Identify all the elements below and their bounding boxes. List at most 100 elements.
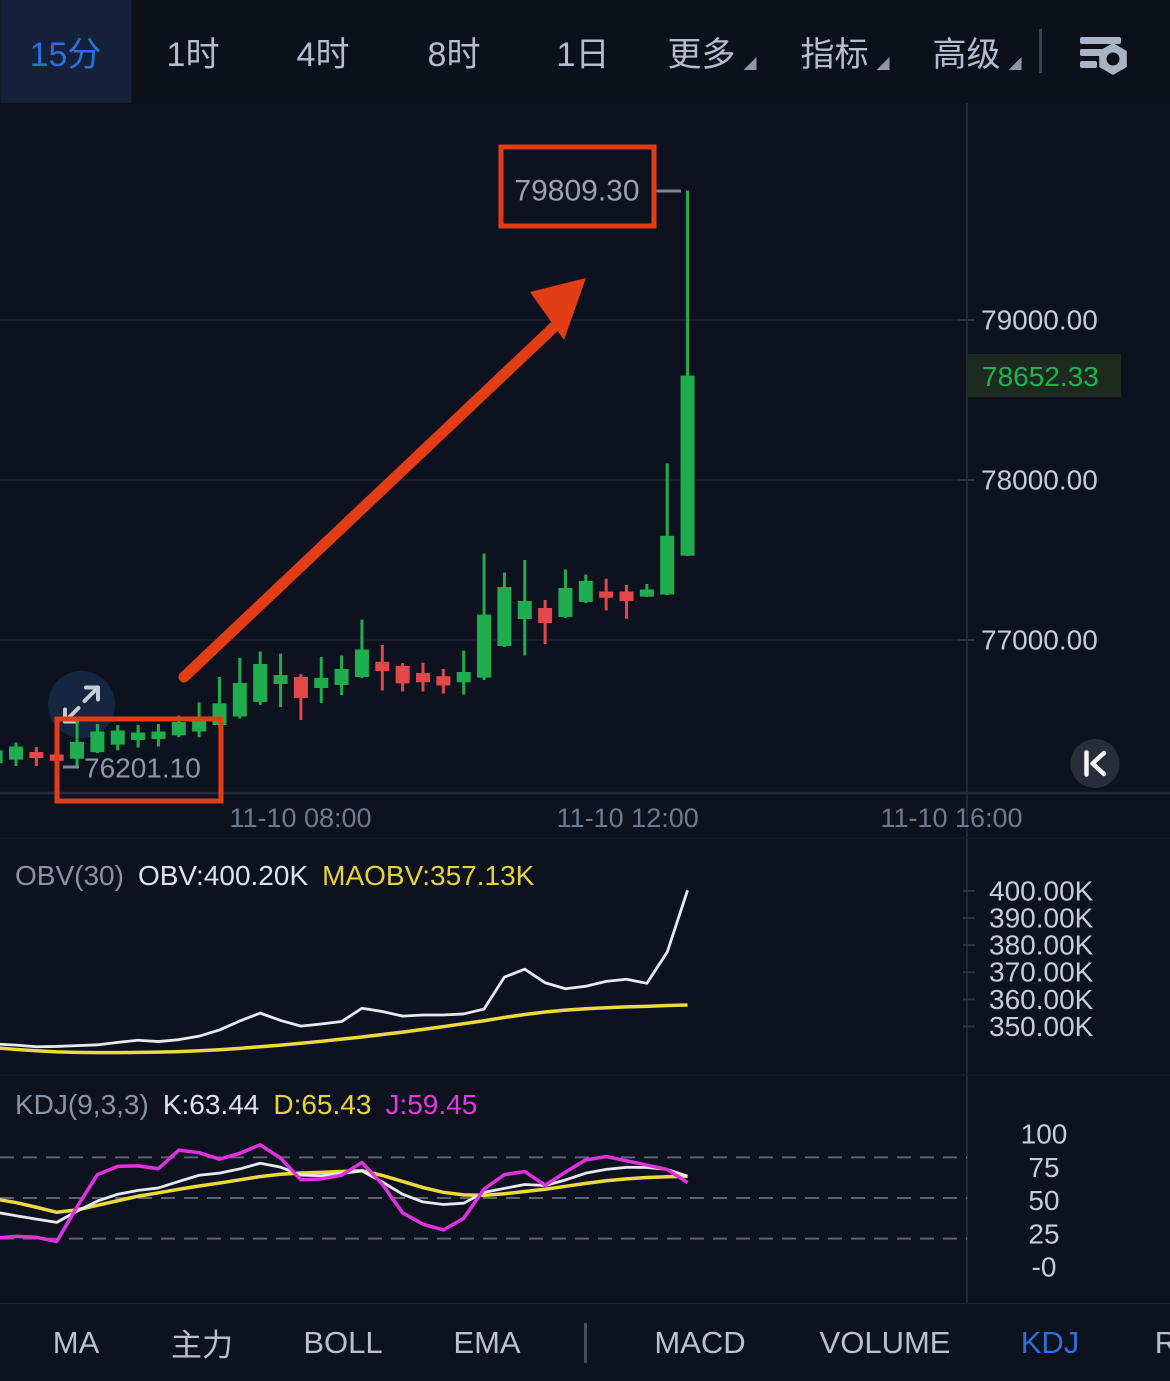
kdj-axis-label: 100 bbox=[1021, 1119, 1068, 1150]
menu-advanced-label: 高级 bbox=[932, 36, 1001, 74]
skip-to-latest-icon bbox=[1084, 750, 1107, 777]
tab-1d[interactable]: 1日 bbox=[539, 0, 628, 103]
kdj-axis-label: 75 bbox=[1028, 1152, 1059, 1183]
obv-axis-label: 350.00K bbox=[989, 1011, 1094, 1042]
tab-15min[interactable]: 15分 bbox=[0, 0, 131, 103]
obv-header: OBV(30) OBV:400.20K MAOBV:357.13K bbox=[15, 860, 534, 892]
candlesticks bbox=[0, 190, 695, 768]
candle-body bbox=[436, 676, 451, 686]
timeframe-toolbar: 15分 1时 4时 8时 1日 更多 指标 高级 bbox=[0, 0, 1170, 103]
expand-arrow-ne-shaft bbox=[82, 685, 100, 703]
tab-1h[interactable]: 1时 bbox=[149, 0, 238, 103]
kdj-j-line bbox=[0, 1142, 689, 1244]
candle-body bbox=[538, 608, 553, 624]
candle-body bbox=[314, 677, 329, 688]
high-price-annotation: 79809.30 bbox=[514, 175, 639, 208]
toolbar-item-ema[interactable]: EMA bbox=[453, 1324, 521, 1360]
tab-8h[interactable]: 8时 bbox=[410, 0, 499, 103]
red-arrow-shaft bbox=[178, 321, 560, 683]
candle-body bbox=[680, 375, 695, 556]
indicator-toolbar: MA 主力 BOLL EMA MACD VOLUME KDJ R bbox=[0, 1303, 1170, 1381]
maobv-line bbox=[0, 1003, 688, 1055]
obv-title: OBV(30) bbox=[15, 860, 124, 891]
tab-15min-label: 15分 bbox=[29, 36, 102, 74]
price-axis-label: 78000.00 bbox=[981, 465, 1098, 496]
candle-body bbox=[29, 752, 44, 759]
low-price-annotation: 76201.10 bbox=[84, 753, 201, 784]
candle-body bbox=[578, 580, 593, 602]
candle-body bbox=[334, 668, 349, 685]
candle-body bbox=[171, 722, 186, 736]
candle-body bbox=[253, 664, 268, 702]
candle-body bbox=[416, 672, 430, 683]
jump-to-latest-button[interactable] bbox=[1070, 739, 1120, 788]
chart-settings-icon[interactable] bbox=[1078, 36, 1130, 76]
tab-1h-label: 1时 bbox=[166, 36, 220, 74]
current-price-tag: 78652.33 bbox=[967, 354, 1121, 397]
candle-body bbox=[151, 731, 166, 740]
maobv-value: MAOBV:357.13K bbox=[322, 860, 535, 891]
toolbar-item-r[interactable]: R bbox=[1154, 1324, 1170, 1360]
time-axis-label: 11-10 16:00 bbox=[880, 803, 1022, 833]
candle-body bbox=[517, 600, 532, 620]
kdj-title: KDJ(9,3,3) bbox=[15, 1089, 149, 1120]
candle-body bbox=[354, 649, 369, 677]
price-axis-label: 79000.00 bbox=[981, 305, 1098, 336]
dropdown-triangle-icon bbox=[1008, 57, 1022, 70]
toolbar-item-volume[interactable]: VOLUME bbox=[819, 1324, 951, 1360]
toolbar-item-ma[interactable]: MA bbox=[52, 1324, 100, 1360]
candle-body bbox=[9, 746, 23, 760]
kdj-axis-label: 25 bbox=[1028, 1218, 1059, 1249]
obv-axis-label: 400.00K bbox=[989, 875, 1094, 906]
candle-body bbox=[293, 676, 308, 698]
axis-labels: 79000.00 78000.00 77000.00 11-10 08:00 11-10… bbox=[229, 305, 1097, 1283]
high-annotation-box bbox=[498, 144, 657, 229]
candle-body bbox=[273, 675, 288, 684]
dropdown-triangle-icon bbox=[743, 57, 757, 70]
kdj-axis-label: 50 bbox=[1028, 1185, 1059, 1216]
j-value: J:59.45 bbox=[385, 1089, 478, 1120]
obv-axis-label: 370.00K bbox=[989, 957, 1094, 988]
toolbar-item-kdj[interactable]: KDJ bbox=[1020, 1324, 1080, 1360]
toolbar-item-main[interactable]: 主力 bbox=[171, 1328, 233, 1363]
kdj-lines bbox=[0, 1142, 689, 1244]
candle-body bbox=[599, 591, 614, 598]
annotations: 79809.30 76201.10 bbox=[54, 144, 681, 804]
obv-axis-label: 380.00K bbox=[989, 930, 1094, 961]
red-arrow-head bbox=[530, 278, 586, 340]
tab-8h-label: 8时 bbox=[427, 36, 481, 74]
candle-body bbox=[70, 741, 85, 759]
candle-body bbox=[232, 683, 247, 717]
obv-line bbox=[0, 889, 689, 1049]
candle-body bbox=[131, 732, 146, 740]
price-axis-label: 77000.00 bbox=[981, 625, 1098, 656]
candle-body bbox=[619, 591, 634, 601]
toolbar-item-macd[interactable]: MACD bbox=[654, 1324, 746, 1360]
kdj-header: KDJ(9,3,3) K:63.44 D:65.43 J:59.45 bbox=[15, 1089, 477, 1121]
obv-lines bbox=[0, 889, 689, 1055]
tab-4h-label: 4时 bbox=[296, 36, 350, 74]
time-axis-label: 11-10 08:00 bbox=[229, 803, 371, 833]
candle-body bbox=[0, 750, 3, 764]
toolbar-item-boll[interactable]: BOLL bbox=[303, 1324, 383, 1360]
toolbar-divider bbox=[584, 1323, 587, 1363]
menu-advanced[interactable]: 高级 bbox=[933, 0, 1022, 103]
menu-indicators[interactable]: 指标 bbox=[801, 0, 890, 103]
candle-body bbox=[90, 731, 105, 753]
candle-body bbox=[110, 730, 125, 745]
tab-4h[interactable]: 4时 bbox=[279, 0, 368, 103]
candle-body bbox=[456, 672, 471, 683]
menu-more-label: 更多 bbox=[667, 36, 736, 74]
current-price-value: 78652.33 bbox=[982, 361, 1099, 392]
time-axis-label: 11-10 12:00 bbox=[557, 803, 699, 833]
kdj-axis-label: -0 bbox=[1032, 1252, 1057, 1283]
menu-more[interactable]: 更多 bbox=[668, 0, 757, 103]
k-value: K:63.44 bbox=[162, 1089, 260, 1120]
topbar-divider bbox=[1039, 29, 1042, 73]
candle-body bbox=[558, 588, 573, 617]
obv-axis-label: 360.00K bbox=[989, 984, 1094, 1015]
candle-body bbox=[639, 589, 654, 597]
d-value: D:65.43 bbox=[273, 1089, 372, 1120]
